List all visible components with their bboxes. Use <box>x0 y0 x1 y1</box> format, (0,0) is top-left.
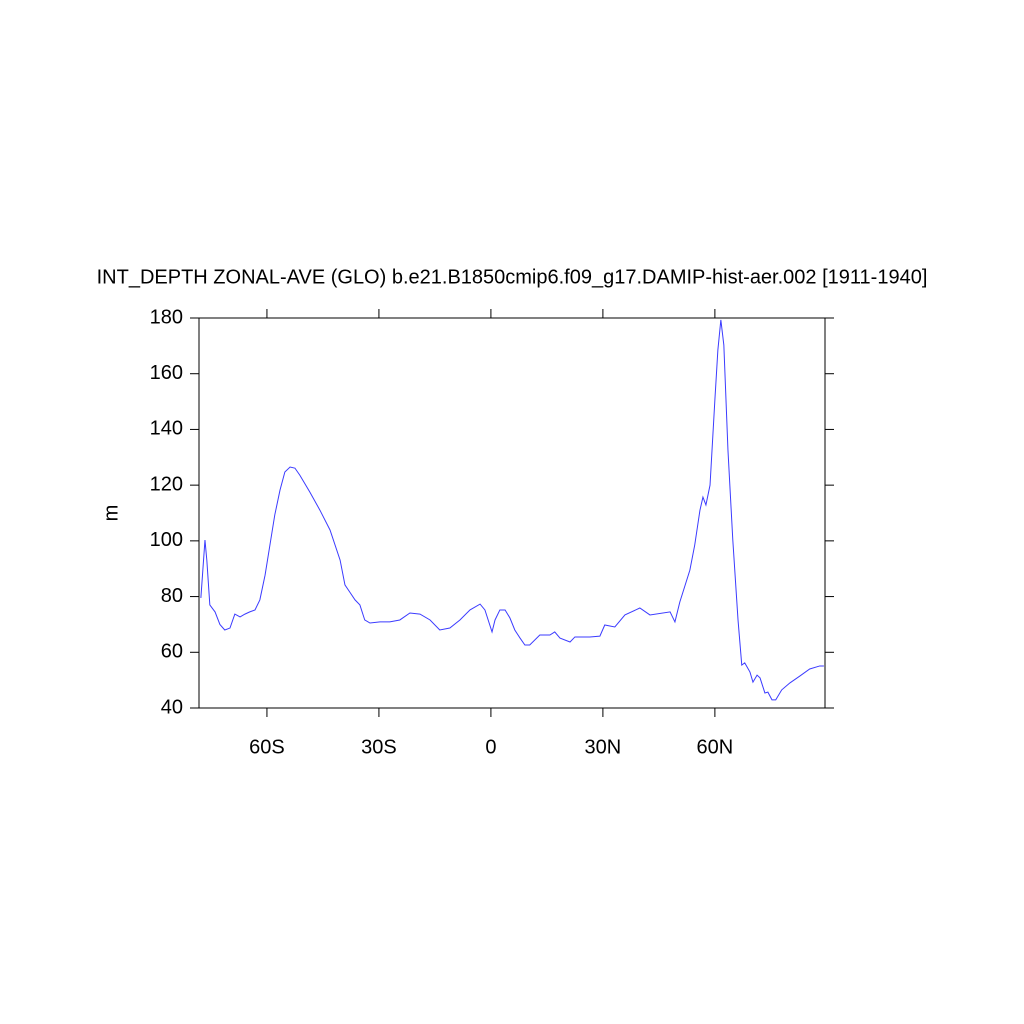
plot-frame <box>198 317 826 709</box>
chart-title: INT_DEPTH ZONAL-AVE (GLO) b.e21.B1850cmi… <box>97 266 928 288</box>
y-tick-label: 40 <box>161 696 183 718</box>
y-tick-label: 160 <box>150 362 183 384</box>
y-tick-label: 120 <box>150 473 183 495</box>
y-axis-label: m <box>100 505 122 522</box>
y-tick-label: 180 <box>150 306 183 328</box>
y-tick-label: 100 <box>150 529 183 551</box>
x-tick-label: 0 <box>485 736 496 758</box>
y-tick-label: 140 <box>150 418 183 440</box>
y-tick-label: 80 <box>161 585 183 607</box>
y-tick-label: 60 <box>161 641 183 663</box>
x-tick-label: 30N <box>585 736 622 758</box>
x-tick-label: 30S <box>361 736 397 758</box>
x-tick-label: 60N <box>697 736 734 758</box>
x-tick-label: 60S <box>249 736 285 758</box>
data-line <box>200 319 824 701</box>
